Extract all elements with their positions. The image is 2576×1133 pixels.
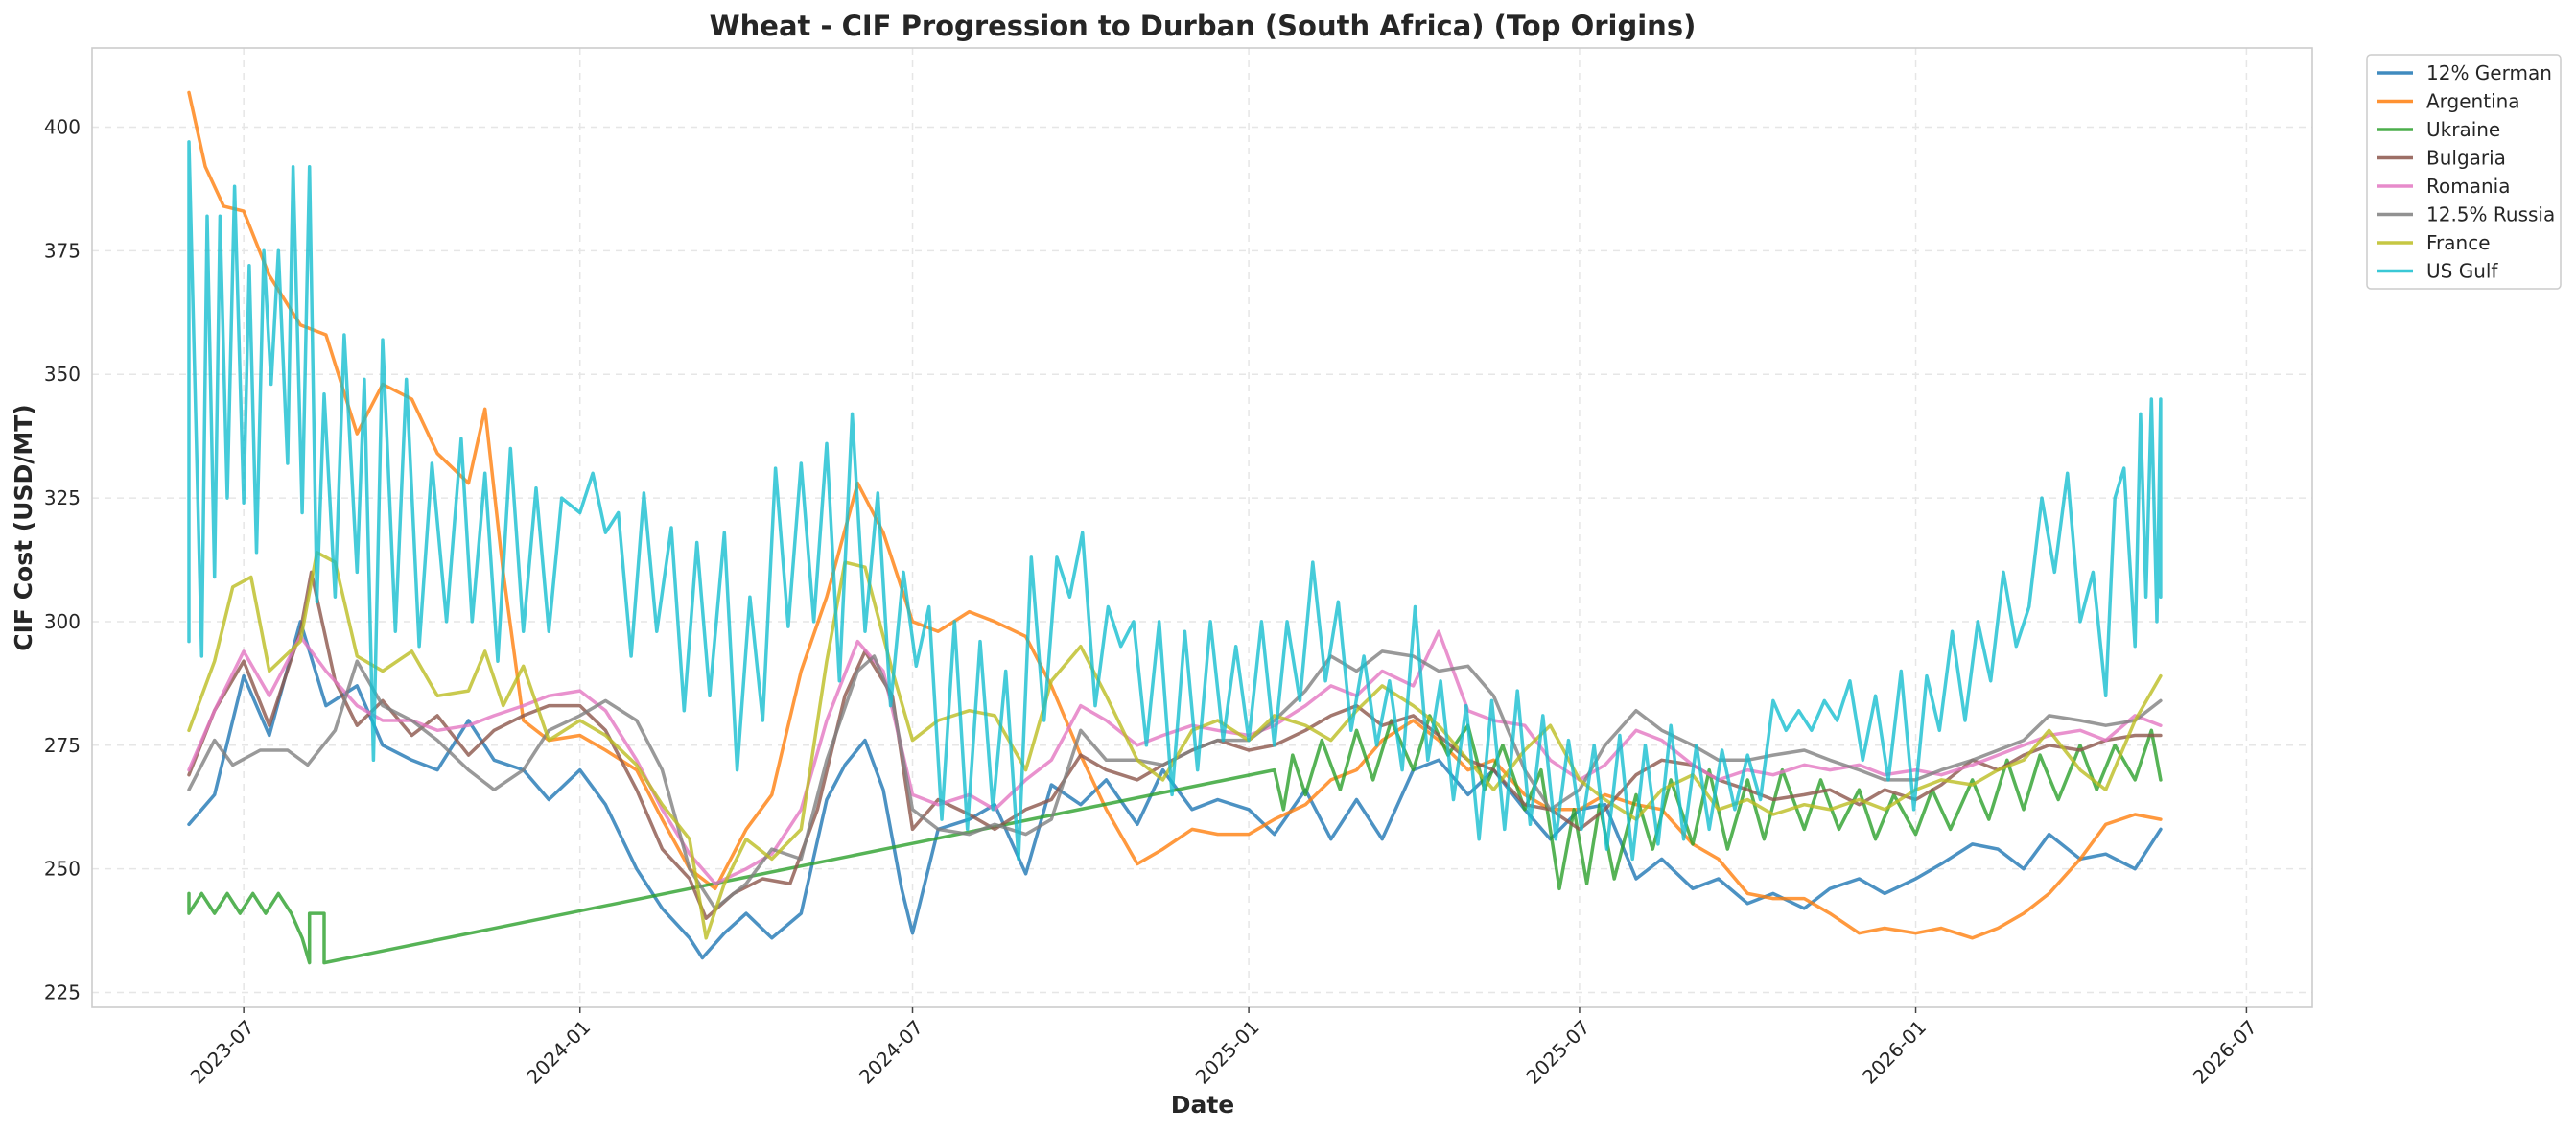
y-axis-label: CIF Cost (USD/MT) bbox=[10, 404, 37, 650]
legend-entry: France bbox=[2426, 231, 2491, 254]
series-line-12-5-russia bbox=[187, 649, 2163, 910]
legend-entry: Ukraine bbox=[2426, 118, 2500, 141]
legend-entry: Bulgaria bbox=[2426, 147, 2506, 170]
legend-entry: Argentina bbox=[2426, 90, 2520, 113]
series-line-12-german bbox=[187, 620, 2163, 960]
series-line-france bbox=[187, 551, 2163, 940]
plot-frame bbox=[91, 47, 2313, 1008]
y-tick-label: 325 bbox=[44, 486, 81, 509]
series-line-argentina bbox=[187, 90, 2163, 940]
x-axis-label: Date bbox=[1171, 1091, 1235, 1119]
legend-entry: 12.5% Russia bbox=[2426, 203, 2555, 226]
legend-entry: 12% German bbox=[2426, 61, 2552, 84]
y-tick-label: 350 bbox=[44, 363, 81, 386]
series-line-ukraine bbox=[187, 714, 2163, 965]
grid-layer bbox=[92, 48, 2312, 1007]
series-layer bbox=[187, 90, 2163, 965]
legend-box bbox=[2366, 54, 2562, 290]
series-line-bulgaria bbox=[187, 570, 2163, 920]
y-tick-label: 275 bbox=[44, 734, 81, 757]
y-axis-ticks: 225 250 275 300 325 350 375 400 bbox=[44, 115, 81, 1003]
y-tick-label: 300 bbox=[44, 610, 81, 633]
legend: 12% German Argentina Ukraine Bulgaria Romani… bbox=[2366, 54, 2562, 290]
chart-title: Wheat - CIF Progression to Durban (South… bbox=[710, 10, 1697, 42]
series-line-us-gulf bbox=[187, 140, 2163, 862]
y-tick-label: 250 bbox=[44, 858, 81, 881]
legend-entry: US Gulf bbox=[2426, 260, 2498, 283]
legend-entry: Romania bbox=[2426, 175, 2510, 198]
y-tick-label: 225 bbox=[44, 981, 81, 1004]
y-tick-label: 400 bbox=[44, 115, 81, 138]
y-tick-label: 375 bbox=[44, 239, 81, 262]
